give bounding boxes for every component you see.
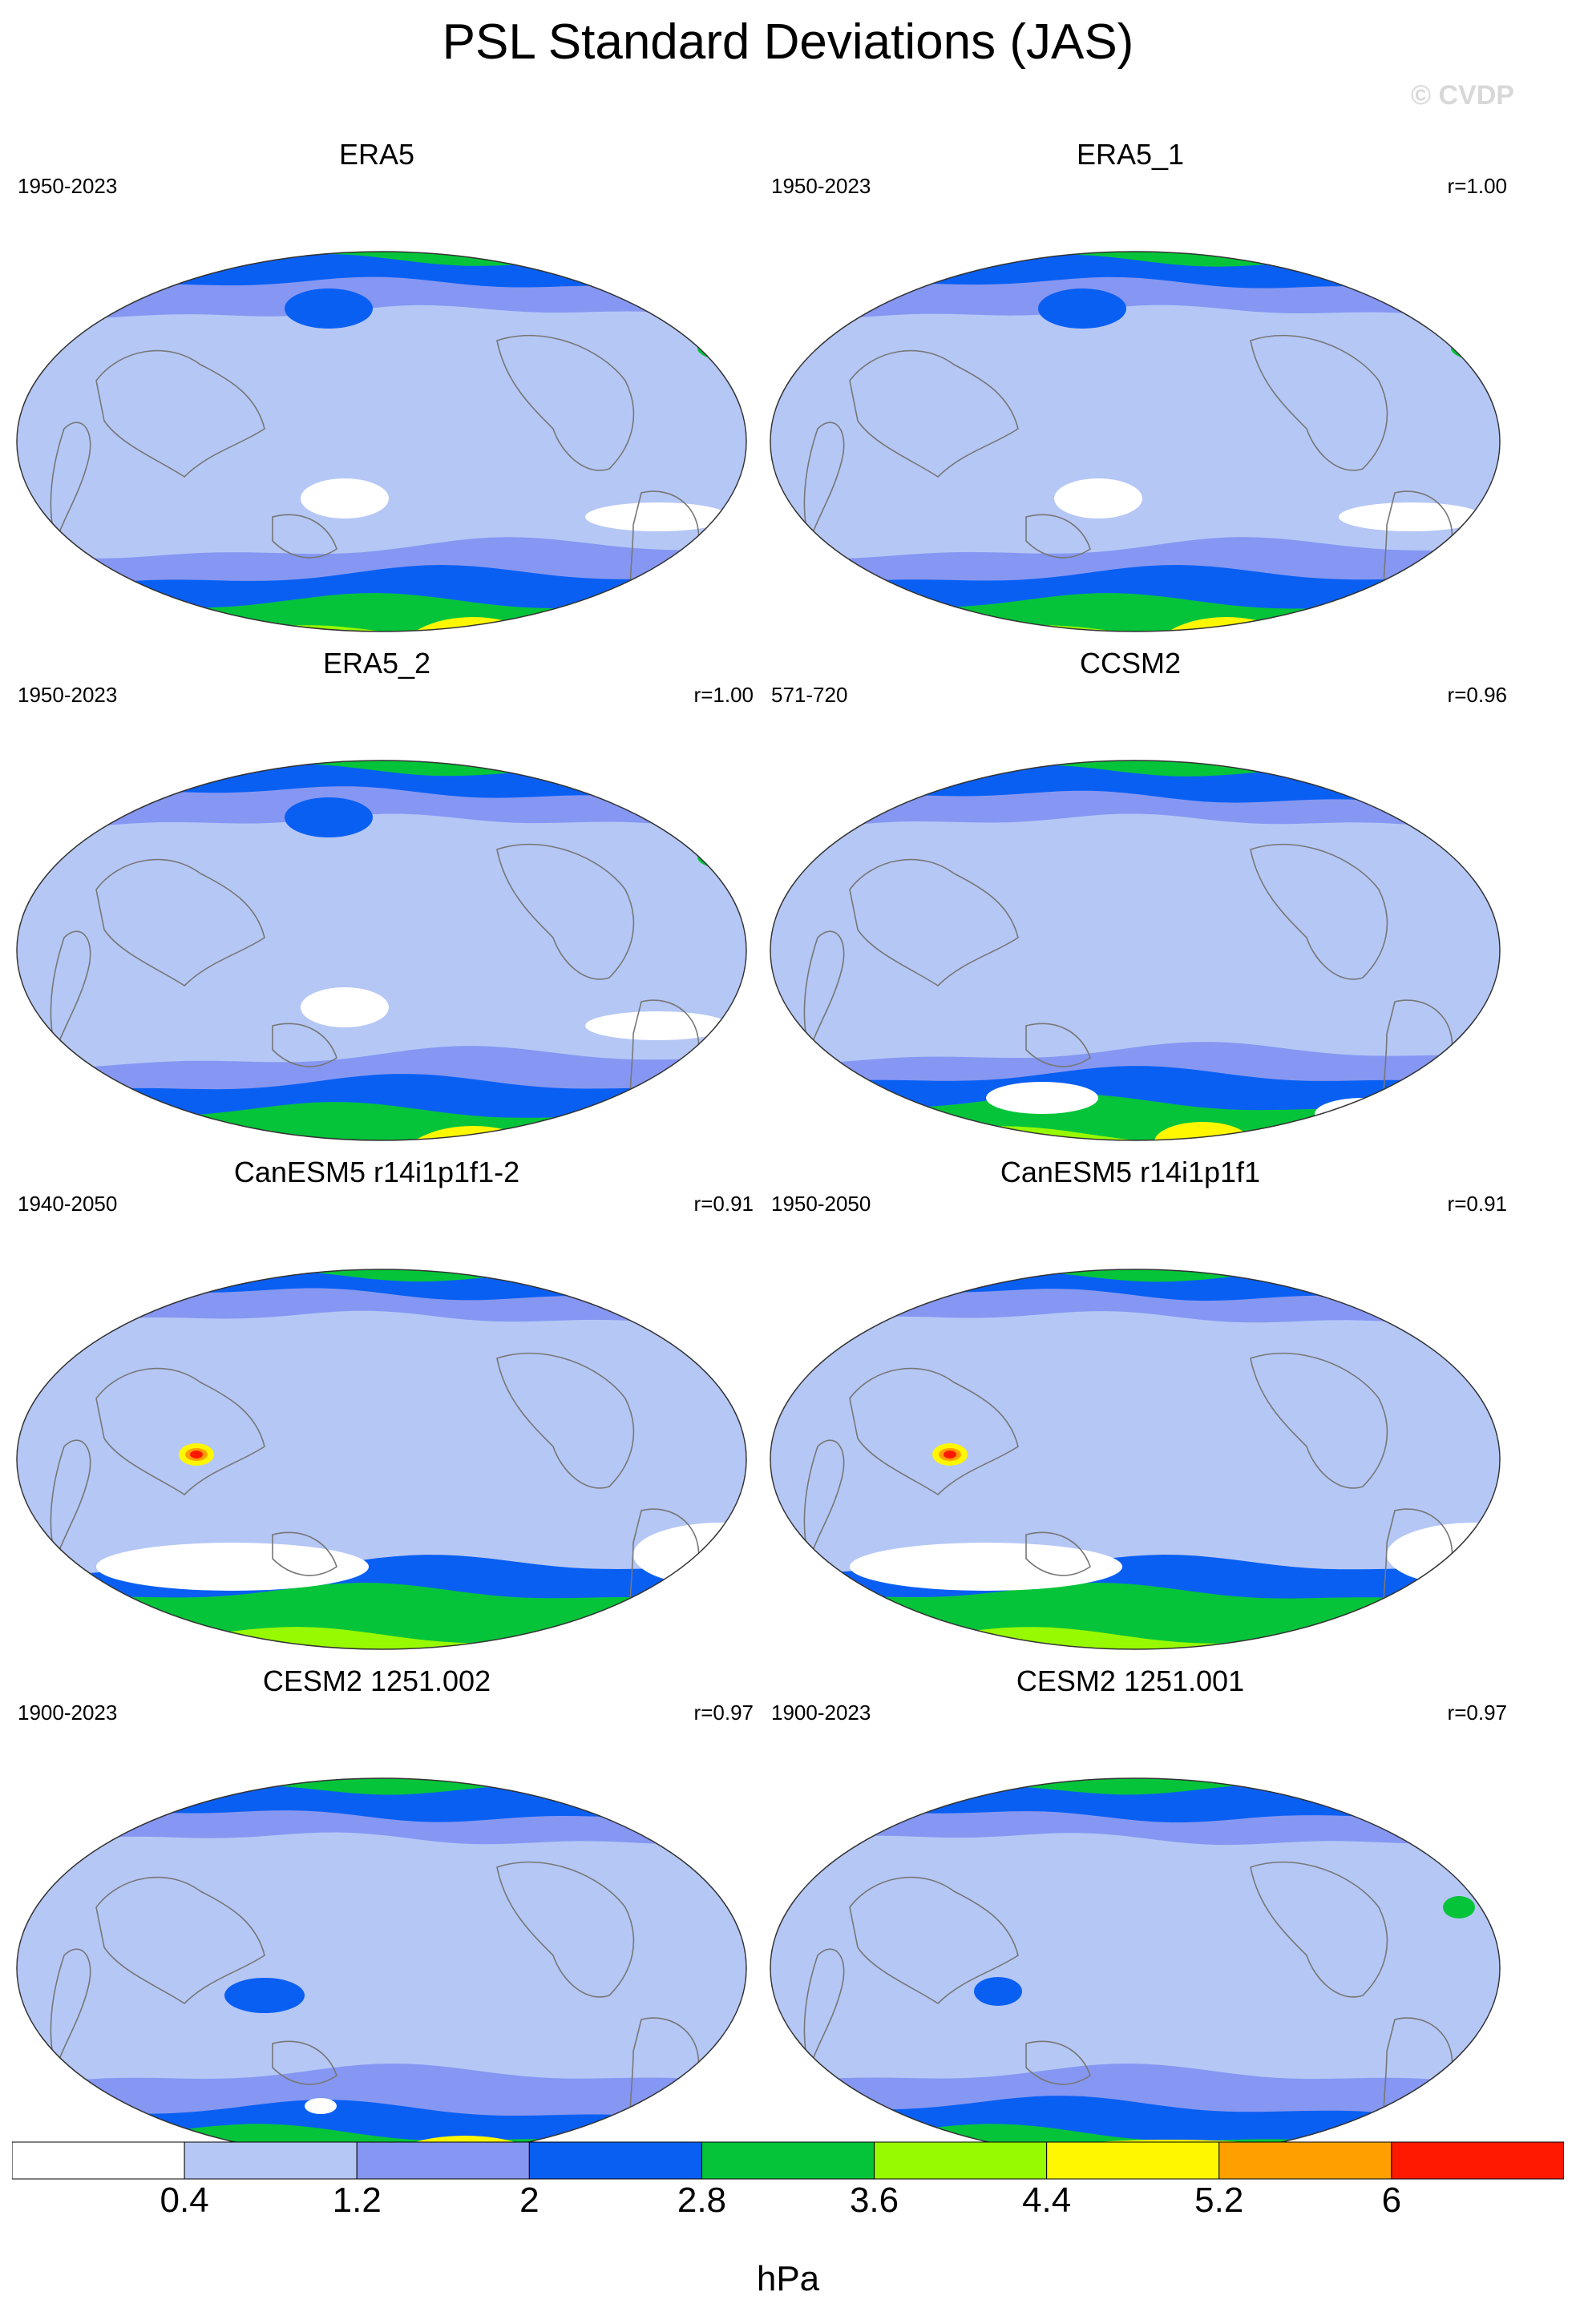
panel-title: CanESM5 r14i1p1f1 <box>1000 1156 1261 1188</box>
panel-period: 1950-2023 <box>18 683 118 707</box>
panel-title: CCSM2 <box>1079 647 1182 680</box>
panel-title: CESM2 1251.001 <box>1016 1664 1245 1697</box>
colorbar-tick-label: 0.4 <box>160 2181 209 2220</box>
map-plot <box>16 1777 747 2159</box>
map-panel: CESM2 1251.002 1900-2023 r=0.97 <box>0 1667 754 2180</box>
colorbar-swatch <box>1391 2141 1564 2180</box>
panel-correlation: r=0.97 <box>1447 1701 1507 1725</box>
watermark: © CVDP <box>1411 80 1514 111</box>
colorbar-swatch <box>1218 2141 1392 2180</box>
map-plot <box>770 1777 1501 2159</box>
panel-period: 1900-2023 <box>18 1701 118 1725</box>
map-panel: CanESM5 r14i1p1f1-2 1940-2050 r=0.91 <box>0 1158 754 1671</box>
panel-title: ERA5_1 <box>1076 138 1185 171</box>
map-plot <box>16 760 747 1141</box>
panel-period: 1900-2023 <box>771 1701 871 1725</box>
colorbar-tick-label: 4.4 <box>1022 2181 1072 2220</box>
map-panel: ERA5_2 1950-2023 r=1.00 <box>0 649 754 1162</box>
panel-title: ERA5 <box>338 138 415 171</box>
map-plot <box>770 760 1501 1141</box>
colorbar-swatch <box>1046 2141 1220 2180</box>
colorbar-tick-label: 5.2 <box>1194 2181 1244 2220</box>
map-panel: CanESM5 r14i1p1f1 1950-2050 r=0.91 <box>754 1158 1507 1671</box>
map-plot <box>16 251 747 632</box>
panel-title: ERA5_2 <box>322 647 431 680</box>
map-panel: ERA5_1 1950-2023 r=1.00 <box>754 140 1507 653</box>
map-plot <box>16 1269 747 1650</box>
colorbar <box>12 2141 1564 2180</box>
panel-period: 1940-2050 <box>18 1192 118 1216</box>
map-panel: CESM2 1251.001 1900-2023 r=0.97 <box>754 1667 1507 2180</box>
panel-correlation: r=0.96 <box>1447 683 1507 707</box>
colorbar-swatch <box>356 2141 530 2180</box>
panel-period: 1950-2023 <box>771 174 871 198</box>
panel-period: 571-720 <box>771 683 848 707</box>
panel-correlation: r=0.91 <box>1447 1192 1507 1216</box>
panel-period: 1950-2050 <box>771 1192 871 1216</box>
colorbar-tick-label: 6 <box>1381 2181 1402 2220</box>
colorbar-swatch <box>184 2141 358 2180</box>
map-panel: CCSM2 571-720 r=0.96 <box>754 649 1507 1162</box>
panel-title: CESM2 1251.002 <box>262 1664 491 1697</box>
map-panel: ERA5 1950-2023 <box>0 140 754 653</box>
colorbar-swatch <box>12 2141 185 2180</box>
colorbar-tick-label: 2 <box>519 2181 539 2220</box>
panel-period: 1950-2023 <box>18 174 118 198</box>
colorbar-tick-label: 3.6 <box>849 2181 899 2220</box>
colorbar-units: hPa <box>756 2259 820 2298</box>
colorbar-swatch <box>528 2141 702 2180</box>
panel-correlation: r=0.91 <box>693 1192 754 1216</box>
panel-correlation: r=0.97 <box>693 1701 754 1725</box>
figure-title: PSL Standard Deviations (JAS) <box>442 14 1134 70</box>
map-plot <box>770 1269 1501 1650</box>
panel-correlation: r=1.00 <box>693 683 754 707</box>
colorbar-tick-label: 2.8 <box>677 2181 727 2220</box>
panel-correlation: r=1.00 <box>1447 174 1507 198</box>
colorbar-swatch <box>874 2141 1048 2180</box>
colorbar-swatch <box>701 2141 875 2180</box>
map-plot <box>770 251 1501 632</box>
panel-title: CanESM5 r14i1p1f1-2 <box>233 1156 520 1188</box>
colorbar-tick-label: 1.2 <box>332 2181 382 2220</box>
